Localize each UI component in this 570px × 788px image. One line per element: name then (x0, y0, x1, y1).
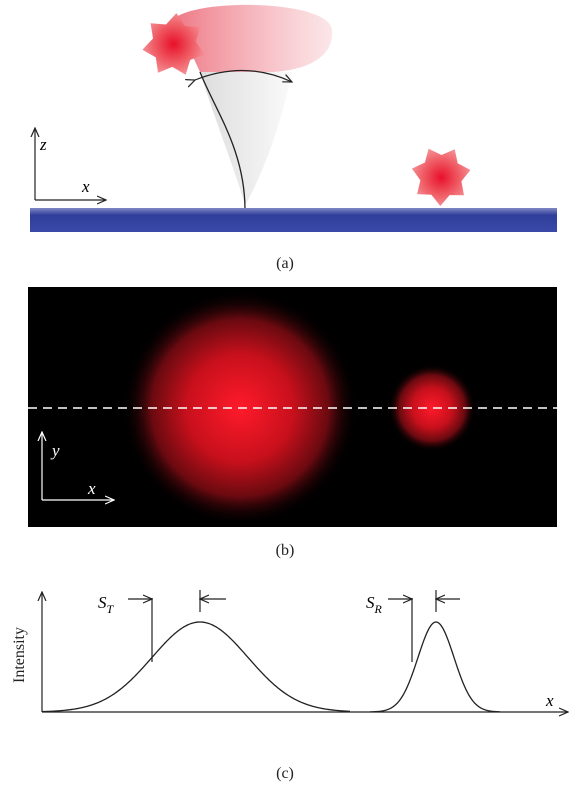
figure: z x (a) y x (b) Intensity x ST SR (c) (0, 0, 570, 788)
axis-label: x (545, 691, 554, 710)
marker-sub: R (374, 602, 383, 616)
panel-b: y x (b) (28, 287, 557, 559)
panel-label: (c) (276, 765, 294, 782)
sweep (175, 5, 332, 72)
panel-label: (b) (276, 542, 295, 559)
panel-a: z x (a) (30, 5, 557, 272)
panel-label: (a) (276, 255, 294, 272)
particle (412, 149, 471, 206)
substrate (30, 208, 557, 232)
axis-label: x (87, 479, 96, 498)
spot (388, 364, 476, 452)
axis-label: z (39, 135, 47, 154)
profile (370, 622, 500, 712)
cone (200, 72, 292, 205)
marker-label: ST (98, 593, 115, 616)
axis-label: x (81, 177, 90, 196)
marker-label: SR (366, 593, 383, 616)
marker-sub: T (107, 602, 115, 616)
panel-c: Intensity x ST SR (c) (11, 590, 568, 782)
axis-label: Intensity (11, 627, 28, 683)
axis-label: y (50, 441, 60, 460)
profile (42, 622, 350, 712)
